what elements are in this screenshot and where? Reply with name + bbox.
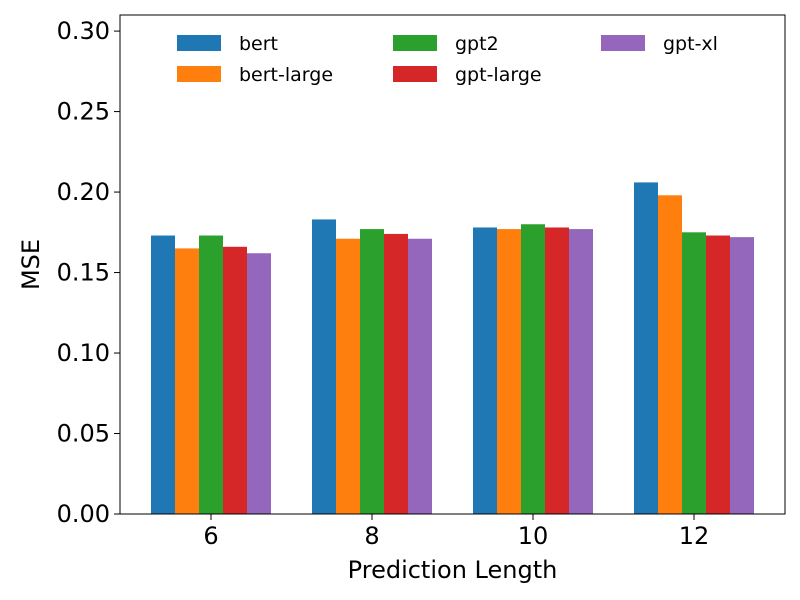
bar-gpt-xl-6 — [247, 253, 271, 515]
legend-swatch-bert-large — [177, 66, 221, 82]
bar-gpt2-10 — [521, 224, 545, 515]
bar-bert-6 — [151, 235, 175, 514]
bar-bert-8 — [312, 219, 336, 515]
bar-gpt2-12 — [682, 232, 706, 514]
y-axis-label: MSE — [17, 239, 45, 290]
y-tick-label: 0.30 — [57, 17, 110, 45]
x-tick-label: 12 — [679, 522, 710, 550]
legend-label-gpt2: gpt2 — [455, 33, 499, 55]
y-tick-label: 0.10 — [57, 339, 110, 367]
plot-area-frame — [119, 14, 786, 515]
bar-bert-large-10 — [497, 229, 521, 514]
legend-label-bert-large: bert-large — [239, 64, 333, 86]
legend-swatch-bert — [177, 35, 221, 51]
x-tick-label: 10 — [518, 522, 549, 550]
bar-gpt2-8 — [360, 229, 384, 514]
bar-gpt-xl-8 — [408, 238, 432, 514]
x-tick-label: 8 — [364, 522, 379, 550]
y-tick-label: 0.05 — [57, 420, 110, 448]
bar-bert-large-12 — [658, 195, 682, 514]
bar-gpt-large-12 — [706, 235, 730, 514]
x-axis-label: Prediction Length — [348, 556, 558, 584]
y-tick-label: 0.25 — [57, 98, 110, 126]
bar-gpt-large-6 — [223, 246, 247, 514]
bar-gpt-xl-12 — [730, 237, 754, 514]
bar-bert-10 — [473, 227, 497, 514]
bars-group — [151, 182, 754, 515]
legend: bert bert-large gpt2 gpt-large gpt-xl — [177, 33, 718, 86]
bar-gpt2-6 — [199, 235, 223, 514]
y-tick-label: 0.00 — [57, 500, 110, 528]
legend-label-gpt-large: gpt-large — [455, 64, 542, 86]
legend-label-gpt-xl: gpt-xl — [663, 33, 718, 55]
bar-gpt-xl-10 — [569, 229, 593, 514]
legend-swatch-gpt-large — [393, 66, 437, 82]
bar-bert-large-6 — [175, 248, 199, 514]
bar-gpt-large-8 — [384, 233, 408, 514]
x-tick-label: 6 — [203, 522, 218, 550]
bar-gpt-large-10 — [545, 227, 569, 514]
legend-label-bert: bert — [239, 33, 278, 55]
y-axis: 0.00 0.05 0.10 0.15 0.20 0.25 0.30 — [57, 17, 120, 528]
y-tick-label: 0.20 — [57, 178, 110, 206]
bar-bert-large-8 — [336, 238, 360, 514]
y-tick-label: 0.15 — [57, 259, 110, 287]
legend-swatch-gpt-xl — [601, 35, 645, 51]
x-axis: 6 8 10 12 — [203, 514, 709, 550]
legend-swatch-gpt2 — [393, 35, 437, 51]
bar-bert-12 — [634, 182, 658, 515]
